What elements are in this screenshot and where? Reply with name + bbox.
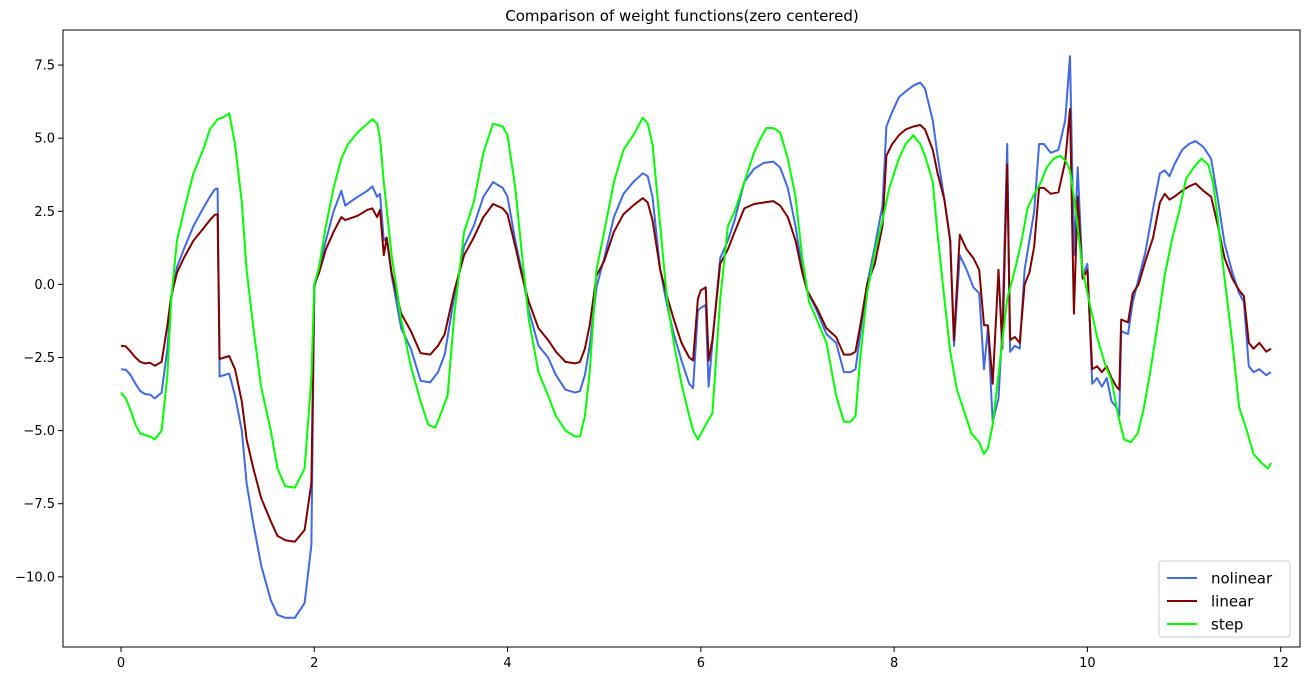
- legend-box: [1158, 560, 1291, 638]
- y-tick-label: −2.5: [23, 351, 55, 366]
- x-tick-label: 4: [503, 656, 511, 671]
- x-tick-label: 8: [890, 656, 898, 671]
- y-tick-label: 5.0: [34, 132, 55, 147]
- y-tick-label: 2.5: [34, 205, 55, 220]
- legend-label-step: step: [1211, 616, 1243, 634]
- series-line-nolinear: [120, 55, 1272, 619]
- axes: 0 2 4 6 8 10 12 −10.0 −7.5 −5.0 −2.5 0.0 2.5 5.0 7.5: [15, 29, 1301, 671]
- y-tick-label: −7.5: [23, 497, 55, 512]
- x-tick-label: 2: [310, 656, 318, 671]
- x-tick-label: 6: [697, 656, 705, 671]
- legend: nolinear linear step: [1158, 560, 1291, 638]
- x-tick-label: 0: [117, 656, 125, 671]
- series-lines: [120, 55, 1272, 619]
- x-tick-label: 12: [1272, 656, 1289, 671]
- chart-title: Comparison of weight functions(zero cent…: [505, 7, 859, 25]
- legend-label-nolinear: nolinear: [1211, 570, 1273, 588]
- legend-label-linear: linear: [1211, 593, 1254, 611]
- plot-frame: [62, 29, 1301, 648]
- y-tick-label: −5.0: [23, 424, 55, 439]
- x-tick-label: 10: [1079, 656, 1096, 671]
- y-tick-label: 7.5: [34, 59, 55, 74]
- y-tick-label: 0.0: [34, 278, 55, 293]
- y-tick-label: −10.0: [15, 570, 55, 585]
- series-line-step: [120, 112, 1272, 489]
- series-line-linear: [120, 108, 1272, 543]
